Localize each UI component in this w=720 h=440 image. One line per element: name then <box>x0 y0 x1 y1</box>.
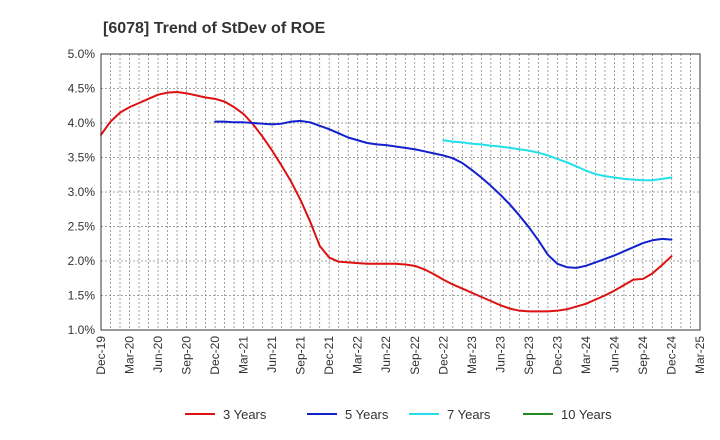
x-tick-label: Mar-21 <box>237 336 251 374</box>
x-tick-label: Dec-24 <box>664 336 678 375</box>
y-tick-label: 2.5% <box>68 220 96 234</box>
legend-label-3-years: 3 Years <box>223 407 267 422</box>
y-tick-label: 2.0% <box>68 254 96 268</box>
y-tick-label: 3.0% <box>68 185 96 199</box>
plot-frame <box>100 53 701 331</box>
x-tick-label: Jun-23 <box>493 336 507 373</box>
y-tick-label: 4.5% <box>68 82 96 96</box>
x-tick-label: Sep-24 <box>636 336 650 375</box>
x-tick-label: Mar-25 <box>693 336 707 374</box>
x-axis-tick-labels: Dec-19 Mar-20 Jun-20 Sep-20 Dec-20 Mar-21 Jun-… <box>94 336 707 375</box>
series-line-5-years <box>214 119 673 269</box>
x-tick-label: Sep-22 <box>408 336 422 375</box>
x-tick-label: Dec-20 <box>208 336 222 375</box>
y-tick-label: 1.5% <box>68 289 96 303</box>
y-tick-label: 4.0% <box>68 116 96 130</box>
x-tick-label: Mar-20 <box>123 336 137 374</box>
y-tick-label: 1.0% <box>68 323 96 337</box>
x-tick-label: Dec-23 <box>550 336 564 375</box>
legend-label-5-years: 5 Years <box>345 407 389 422</box>
grid-lines <box>101 54 700 330</box>
x-tick-label: Sep-23 <box>522 336 536 375</box>
x-tick-label: Jun-21 <box>265 336 279 373</box>
x-tick-label: Jun-22 <box>379 336 393 373</box>
plot-area <box>101 54 700 330</box>
legend-label-10-years: 10 Years <box>561 407 612 422</box>
series-lines <box>100 90 673 313</box>
x-tick-label: Dec-19 <box>94 336 108 375</box>
series-line-7-years <box>442 139 673 182</box>
x-tick-label: Mar-23 <box>465 336 479 374</box>
chart-title: [6078] Trend of StDev of ROE <box>103 20 326 37</box>
x-tick-label: Mar-22 <box>351 336 365 374</box>
series-line-3-years <box>100 90 673 313</box>
y-tick-label: 5.0% <box>68 47 96 61</box>
y-axis-tick-labels: 1.0% 1.5% 2.0% 2.5% 3.0% 3.5% 4.0% 4.5% 5.0% <box>68 47 96 337</box>
x-tick-label: Jun-24 <box>607 336 621 373</box>
x-tick-label: Dec-22 <box>436 336 450 375</box>
x-tick-label: Dec-21 <box>322 336 336 375</box>
y-tick-label: 3.5% <box>68 151 96 165</box>
x-tick-label: Sep-21 <box>294 336 308 375</box>
x-tick-label: Sep-20 <box>180 336 194 375</box>
legend-label-7-years: 7 Years <box>447 407 491 422</box>
x-tick-label: Mar-24 <box>579 336 593 374</box>
x-tick-label: Jun-20 <box>151 336 165 373</box>
legend: 3 Years 5 Years 7 Years 10 Years <box>185 407 612 422</box>
